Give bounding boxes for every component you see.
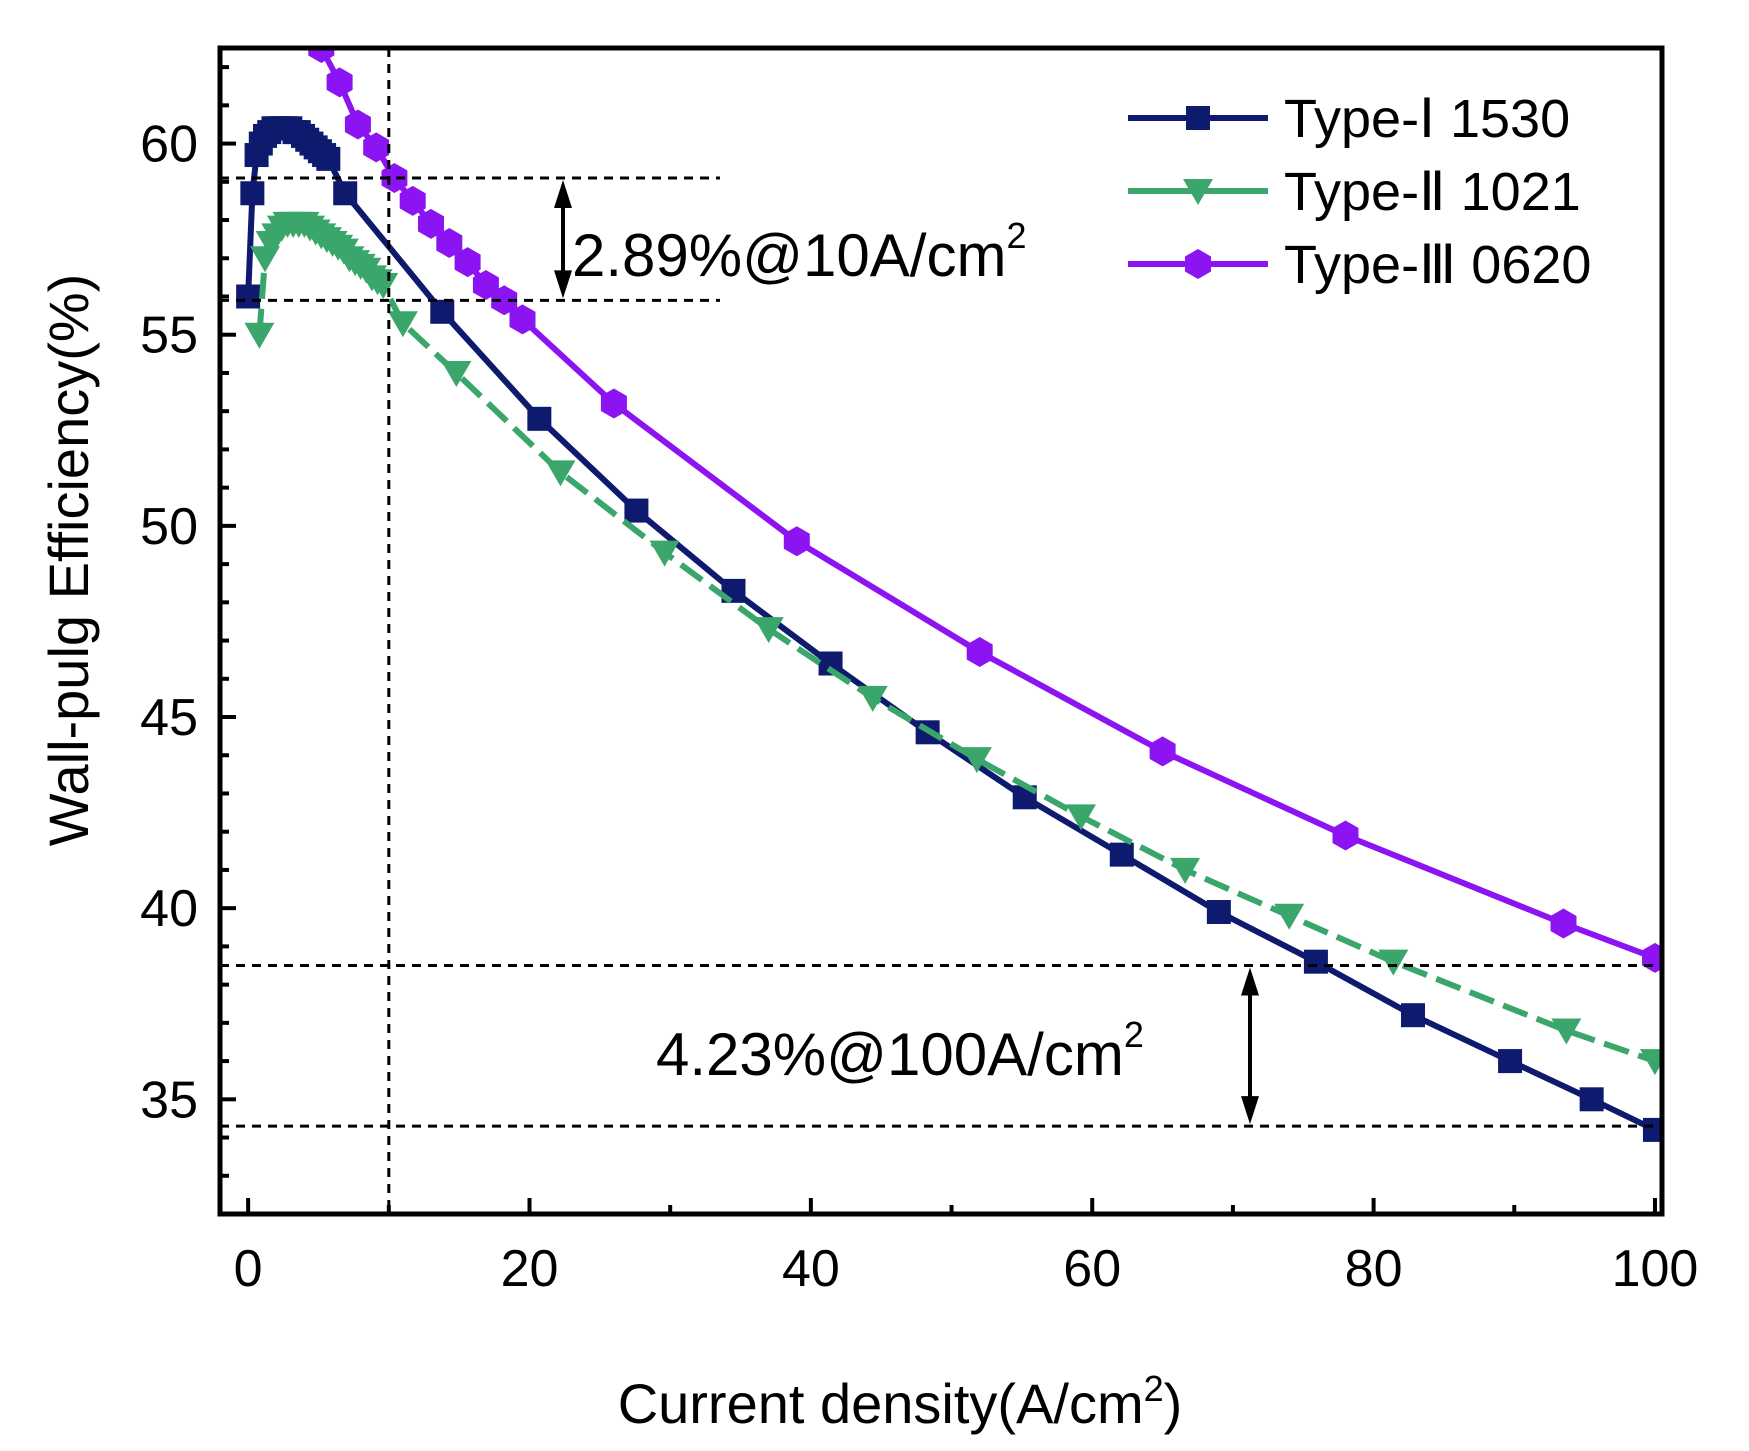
- data-point: [545, 460, 576, 487]
- plot-area: [236, 48, 1662, 1142]
- y-tick-label: 55: [140, 307, 198, 365]
- data-point: [1065, 804, 1096, 831]
- data-point: [1332, 820, 1359, 851]
- x-tick-label: 80: [1345, 1240, 1403, 1298]
- data-point: [1642, 1117, 1662, 1142]
- data-point: [441, 360, 472, 387]
- annotation-arrow-100: [1241, 967, 1259, 1125]
- x-tick-label: 0: [234, 1240, 263, 1298]
- x-axis-title: Current density(A/cm2): [618, 1368, 1183, 1435]
- data-point: [649, 540, 680, 567]
- data-point: [1378, 949, 1409, 976]
- x-axis-title-sup: 2: [1144, 1368, 1164, 1409]
- legend-marker: [1186, 106, 1210, 130]
- data-point: [1579, 1087, 1604, 1112]
- data-point: [624, 498, 649, 523]
- data-point: [399, 185, 426, 216]
- data-point: [308, 48, 335, 63]
- series-1: [236, 116, 1662, 1142]
- data-point: [381, 163, 408, 193]
- data-point: [857, 685, 888, 712]
- x-axis-title-main: Current density(A/cm: [618, 1372, 1144, 1435]
- data-point: [966, 637, 993, 667]
- data-point: [368, 273, 399, 300]
- x-tick-label: 100: [1612, 1240, 1699, 1298]
- data-point: [783, 526, 810, 557]
- legend-item: Type-Ⅰ 1530: [1128, 89, 1570, 149]
- data-point: [1400, 1003, 1425, 1028]
- data-point: [250, 246, 281, 273]
- series-2: [244, 211, 1662, 1076]
- data-point: [1551, 1018, 1582, 1045]
- data-point: [418, 208, 444, 239]
- data-point: [454, 247, 481, 278]
- data-point: [430, 299, 455, 324]
- y-tick-label: 35: [140, 1071, 198, 1129]
- data-point: [509, 304, 536, 335]
- data-point: [1109, 842, 1134, 867]
- series-line: [256, 220, 1656, 1064]
- data-point: [1206, 899, 1231, 924]
- x-tick-label: 20: [501, 1240, 559, 1298]
- data-point: [1498, 1049, 1523, 1074]
- data-point: [326, 67, 353, 98]
- legend-label: Type-Ⅱ 1021: [1284, 162, 1581, 222]
- data-point: [240, 181, 265, 206]
- axes: [217, 45, 1665, 1217]
- legend: Type-Ⅰ 1530 Type-Ⅱ 1021 Type-Ⅲ 0620: [1128, 89, 1591, 295]
- annotation-arrow-10: [554, 179, 572, 299]
- data-point: [1274, 903, 1305, 930]
- data-point: [236, 284, 261, 309]
- y-axis-title: Wall-pulg Efficiency(%): [37, 274, 100, 847]
- series-3: [308, 48, 1662, 973]
- x-tick-label: 40: [782, 1240, 840, 1298]
- legend-label: Type-Ⅰ 1530: [1284, 89, 1570, 149]
- data-point: [1550, 908, 1577, 939]
- y-tick-label: 50: [140, 498, 198, 556]
- data-point: [753, 617, 784, 644]
- legend-item: Type-Ⅲ 0620: [1128, 235, 1591, 295]
- legend-marker: [1183, 179, 1213, 205]
- data-point: [436, 228, 463, 258]
- annotations: 2.89%@10A/cm2 4.23%@100A/cm2: [220, 48, 1662, 1214]
- data-point: [600, 388, 627, 419]
- data-point: [961, 747, 992, 774]
- ticks: 0 20 40 60 80 100 35 40 45 50 55 60: [140, 65, 1699, 1298]
- data-point: [1303, 949, 1328, 974]
- data-point: [387, 311, 418, 338]
- data-point: [491, 285, 518, 316]
- data-point: [1149, 736, 1176, 767]
- legend-label: Type-Ⅲ 0620: [1284, 235, 1591, 295]
- x-axis-title-tail: ): [1164, 1372, 1183, 1435]
- data-point: [333, 181, 358, 206]
- y-tick-label: 45: [140, 689, 198, 747]
- annotation-label-10: 2.89%@10A/cm2: [572, 215, 1026, 289]
- y-tick-label: 60: [140, 116, 198, 174]
- y-tick-label: 40: [140, 880, 198, 938]
- legend-item: Type-Ⅱ 1021: [1128, 162, 1581, 222]
- data-point: [527, 406, 552, 431]
- data-point: [244, 322, 275, 349]
- data-point: [1639, 1049, 1662, 1076]
- x-tick-label: 60: [1063, 1240, 1121, 1298]
- legend-marker: [1185, 249, 1211, 279]
- data-point: [1170, 857, 1201, 884]
- data-point: [363, 132, 390, 163]
- data-point: [316, 146, 341, 171]
- data-point: [344, 109, 371, 140]
- plot-frame: [217, 45, 1665, 1217]
- annotation-label-100: 4.23%@100A/cm2: [656, 1014, 1144, 1088]
